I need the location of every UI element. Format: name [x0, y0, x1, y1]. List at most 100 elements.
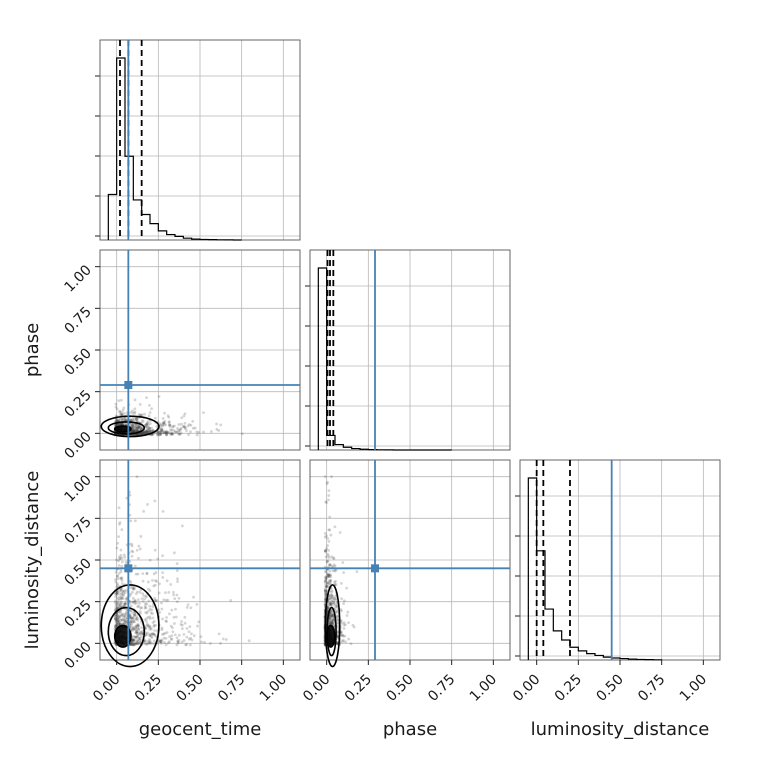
sample-point — [323, 590, 327, 593]
sample-point — [174, 607, 177, 611]
sample-point — [115, 613, 119, 617]
sample-point — [117, 604, 121, 608]
sample-point — [336, 609, 339, 613]
sample-point — [328, 515, 332, 519]
density-contour — [100, 584, 160, 668]
sample-point — [114, 419, 118, 423]
sample-point — [128, 609, 132, 613]
sample-point — [324, 570, 328, 574]
sample-point — [203, 640, 206, 644]
sample-point — [136, 433, 140, 436]
sample-point — [129, 614, 132, 618]
sample-point — [117, 622, 120, 626]
sample-point — [180, 524, 184, 528]
sample-point — [328, 563, 332, 567]
sample-point — [325, 482, 329, 486]
sample-point — [134, 630, 138, 633]
sample-point — [131, 587, 135, 591]
sample-point — [190, 638, 194, 642]
sample-point — [139, 535, 143, 538]
sample-point — [221, 637, 225, 641]
sample-point — [137, 425, 141, 429]
sample-point — [158, 422, 162, 426]
sample-point — [323, 535, 327, 539]
sample-point — [326, 606, 330, 610]
sample-point — [140, 606, 144, 610]
sample-point — [119, 602, 122, 606]
sample-point — [328, 603, 331, 606]
sample-point — [116, 574, 120, 578]
sample-point — [324, 589, 328, 593]
sample-point — [145, 430, 149, 433]
sample-point — [135, 418, 139, 422]
sample-point — [131, 625, 135, 629]
sample-point — [324, 591, 328, 595]
sample-point — [165, 579, 169, 583]
sample-point — [171, 425, 175, 429]
sample-point — [156, 433, 159, 437]
sample-point — [147, 404, 151, 407]
sample-point — [158, 432, 162, 436]
sample-point — [142, 430, 145, 434]
sample-point — [325, 609, 329, 613]
sample-point — [146, 609, 150, 613]
sample-point — [168, 423, 171, 427]
sample-point — [240, 432, 244, 436]
sample-point — [155, 580, 159, 583]
sample-point — [327, 494, 331, 497]
sample-point — [116, 582, 119, 586]
sample-point — [169, 624, 173, 628]
sample-point — [323, 549, 327, 552]
xlabel-geocent_time: geocent_time — [139, 719, 262, 740]
sample-point — [138, 590, 142, 594]
sample-point — [128, 493, 132, 497]
sample-point — [113, 601, 117, 604]
sample-point — [176, 577, 179, 581]
sample-point — [157, 591, 161, 595]
sample-point — [133, 613, 137, 617]
sample-point — [148, 642, 152, 646]
sample-point — [345, 614, 349, 617]
sample-point — [327, 574, 331, 577]
sample-point — [120, 579, 124, 582]
sample-point — [200, 640, 203, 644]
sample-point — [148, 427, 152, 431]
sample-point — [129, 617, 133, 620]
sample-point — [145, 430, 149, 434]
sample-point — [152, 623, 156, 627]
sample-point — [114, 423, 118, 427]
sample-point — [128, 613, 132, 617]
sample-point — [117, 506, 121, 510]
sample-point — [323, 531, 327, 535]
sample-point — [129, 604, 133, 608]
sample-point — [121, 582, 124, 586]
sample-point — [180, 627, 184, 631]
sample-point — [125, 411, 129, 415]
sample-point — [327, 598, 331, 601]
sample-point — [138, 413, 142, 417]
sample-point — [128, 620, 132, 623]
sample-point — [159, 639, 162, 643]
sample-point — [147, 587, 150, 591]
sample-point — [326, 608, 329, 612]
sample-point — [122, 615, 126, 619]
sample-point — [327, 548, 331, 552]
sample-point — [119, 619, 123, 622]
sample-point — [141, 431, 145, 435]
sample-point — [159, 429, 163, 433]
sample-point — [118, 589, 122, 593]
sample-point — [117, 555, 121, 559]
panel-phase-hist — [305, 249, 511, 451]
tick-label-x: 0.75 — [215, 672, 248, 705]
sample-point — [147, 599, 151, 603]
sample-point — [332, 563, 336, 567]
sample-point — [136, 433, 140, 436]
sample-point — [139, 611, 142, 615]
sample-point — [156, 430, 160, 434]
sample-point — [135, 433, 139, 436]
sample-point — [186, 603, 190, 607]
sample-point — [330, 555, 334, 559]
sample-point — [121, 422, 124, 426]
sample-point — [330, 564, 334, 568]
sample-point — [330, 621, 334, 625]
